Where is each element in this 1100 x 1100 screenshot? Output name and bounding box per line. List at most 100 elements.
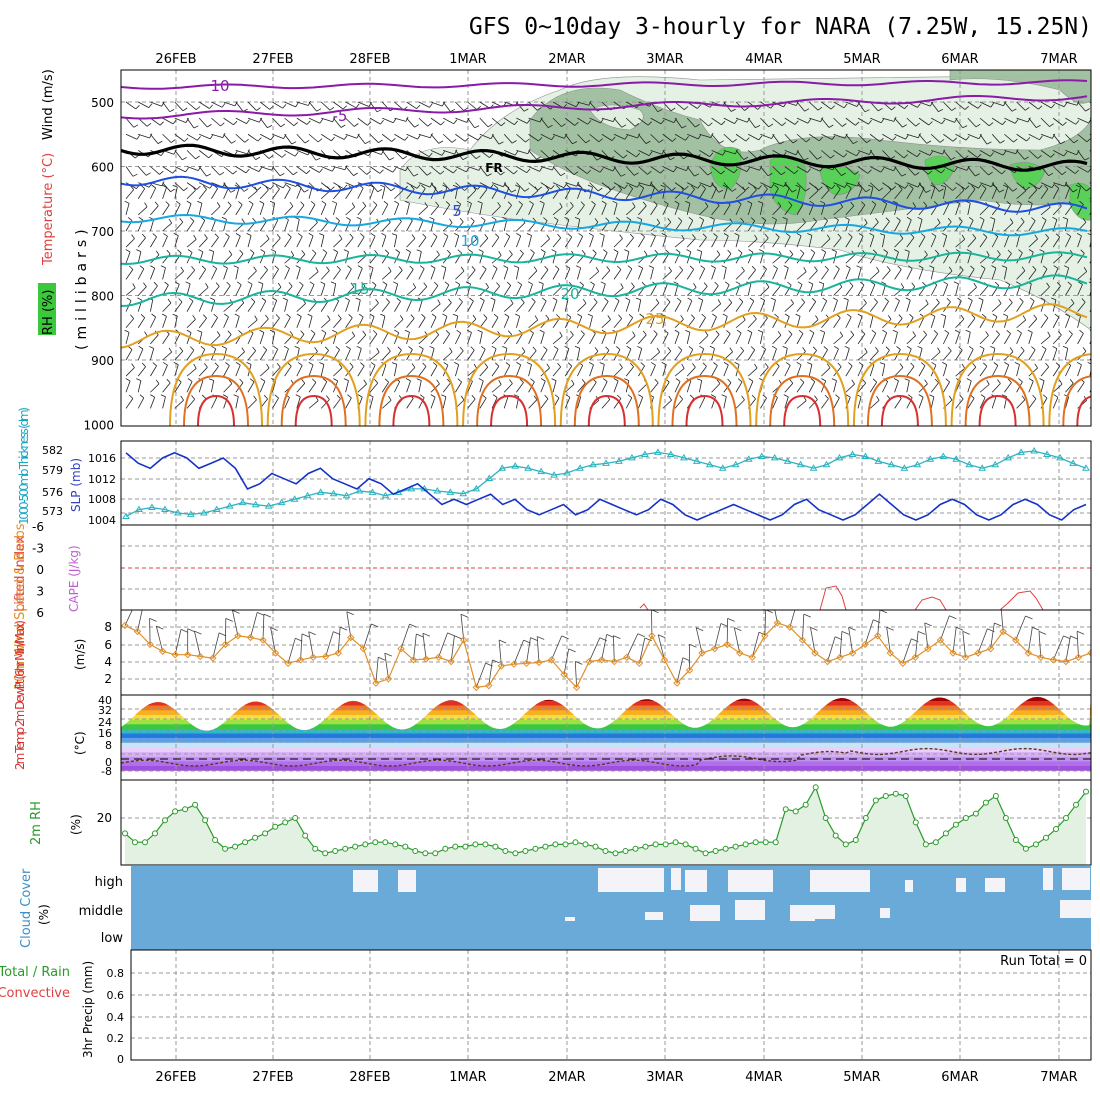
wind-barb: [394, 381, 401, 393]
wind-barb-feather: [1094, 218, 1097, 222]
wind-barb: [638, 117, 649, 126]
wind-barb-feather: [362, 201, 367, 207]
wind-barb-feather: [329, 106, 335, 111]
wind-barb-feather: [498, 379, 502, 385]
wind-barb-feather: [942, 362, 947, 365]
wind-barb-feather: [360, 233, 365, 238]
wind10m-barb-feather: [886, 626, 894, 631]
wind-barb: [638, 236, 645, 248]
wind-barb-feather: [744, 186, 750, 191]
wind-barb-feather: [517, 281, 522, 286]
wind-barb: [955, 252, 961, 264]
wind-barb-feather: [125, 249, 131, 253]
wind-barb-feather: [837, 233, 842, 239]
wind-barb-feather: [454, 149, 458, 155]
wind-barb: [918, 117, 930, 126]
wind-barb-feather: [822, 297, 827, 302]
wind-barb-feather: [283, 134, 287, 139]
wind10m-marker: [773, 619, 782, 627]
wind-barb: [845, 187, 852, 199]
wind-barb-feather: [519, 378, 524, 383]
wind-barb-feather: [368, 265, 374, 269]
wind-barb-feather: [347, 265, 352, 270]
wind-barb: [747, 349, 756, 361]
wind-barb: [979, 219, 985, 232]
wind-barb-feather: [159, 170, 164, 175]
cloud-gap: [598, 868, 664, 892]
wind-barb-feather: [678, 346, 683, 351]
wind-barb-feather: [803, 157, 809, 161]
wind-barb: [613, 189, 623, 200]
wind-barb-feather: [449, 218, 453, 224]
wind-barb-feather: [683, 106, 689, 111]
wind-barb-feather: [1018, 378, 1023, 383]
wind-barb: [540, 117, 549, 128]
wind-barb: [552, 182, 565, 189]
wind-barb: [845, 334, 855, 345]
wind10m-barb-feather: [263, 613, 272, 618]
wind-barb: [821, 117, 830, 128]
wind-barb: [211, 133, 224, 138]
wind-barb: [723, 396, 727, 409]
wind-barb-feather: [1064, 265, 1069, 269]
wind10m-barb-feather: [156, 625, 164, 630]
wind-barb: [662, 301, 671, 312]
wind-barb-feather: [125, 378, 131, 382]
wind-barb-feather: [591, 200, 596, 205]
wind-barb-feather: [709, 345, 715, 349]
wind-barb: [967, 380, 972, 393]
wind-barb: [174, 235, 179, 248]
thickness-marker: [926, 455, 935, 462]
wind-barb-feather: [1085, 187, 1091, 192]
wind-barb-feather: [990, 182, 995, 187]
wind-barb: [174, 133, 185, 142]
wind-barb: [272, 101, 283, 109]
wind-barb-feather: [999, 189, 1005, 193]
wind10m-barb: [639, 637, 646, 664]
wind10m-marker: [886, 649, 894, 657]
wind-barb: [406, 380, 411, 393]
wind10m-barb: [886, 627, 891, 654]
wind-barb-feather: [333, 249, 338, 253]
wind-barb-feather: [428, 152, 433, 157]
wind-barb-feather: [337, 314, 342, 319]
wind-barb-feather: [1059, 379, 1063, 385]
wind-barb-feather: [551, 249, 557, 253]
wind-barb: [857, 396, 862, 409]
wind-barb: [357, 166, 367, 175]
wind-barb: [882, 301, 889, 312]
wind-barb: [442, 222, 453, 232]
wind-barb: [430, 133, 440, 144]
wind-barb-feather: [405, 166, 409, 172]
wind10m-barb: [789, 610, 796, 628]
warm-core-contour: [266, 352, 361, 426]
thickness-marker: [666, 450, 675, 457]
wind10m-barb-feather: [803, 613, 811, 618]
wind-barb-feather: [269, 329, 275, 333]
wind-barb-feather: [191, 266, 196, 271]
wind-barb: [711, 150, 723, 156]
wind-barb-feather: [1027, 117, 1031, 123]
wind-barb: [869, 271, 880, 280]
wind-barb-feather: [619, 234, 623, 239]
rh2m-marker: [722, 845, 729, 852]
wind-barb: [198, 349, 206, 361]
wind-barb: [528, 203, 534, 216]
wind-barb: [821, 189, 830, 200]
wind-barb: [491, 182, 504, 188]
warm-core-contour: [294, 394, 333, 426]
wind-barb-feather: [357, 394, 363, 398]
wind10m-barb: [676, 657, 684, 684]
wind-barb-feather: [1076, 362, 1082, 366]
wind-barb-feather: [436, 379, 440, 385]
wind-barb: [894, 189, 903, 200]
wind-barb: [564, 254, 575, 264]
wind-barb-feather: [1048, 172, 1054, 177]
wind-barb-feather: [383, 200, 389, 205]
warm-core-contour: [364, 352, 459, 426]
wind-barb: [174, 101, 184, 112]
wind-barb: [833, 117, 843, 127]
wind-barb-feather: [741, 395, 745, 401]
wind10m-marker: [911, 653, 920, 662]
